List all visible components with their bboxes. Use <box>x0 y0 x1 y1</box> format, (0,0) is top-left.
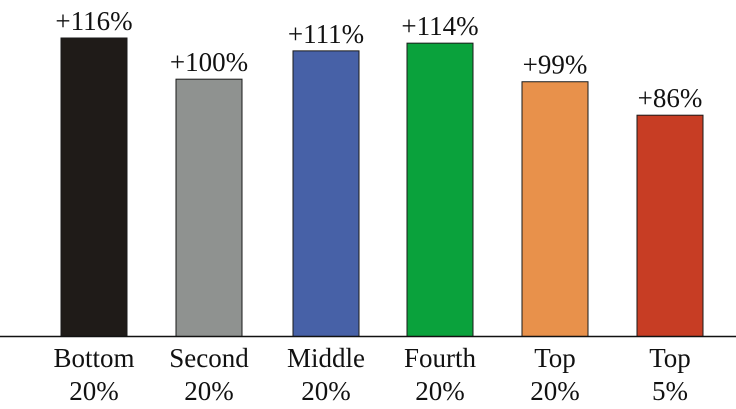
category-label-4-line-2: 20% <box>530 376 580 406</box>
category-label-5-line-2: 5% <box>652 376 688 406</box>
value-label-1: +100% <box>170 47 248 77</box>
category-label-3-line-1: Fourth <box>404 343 477 373</box>
category-label-4-line-1: Top <box>534 343 576 373</box>
value-label-2: +111% <box>288 19 364 49</box>
category-label-1-line-2: 20% <box>184 376 234 406</box>
bars-layer <box>60 37 704 338</box>
category-label-3-line-2: 20% <box>415 376 465 406</box>
bar-1 <box>175 78 243 337</box>
value-labels-layer: +116% +100% +111% +114% +99% +86% <box>55 6 702 113</box>
value-label-3: +114% <box>401 11 478 41</box>
category-label-0-line-1: Bottom <box>53 343 134 373</box>
value-label-5: +86% <box>638 83 703 113</box>
bar-0 <box>60 37 128 337</box>
bar-5 <box>636 114 704 337</box>
value-label-4: +99% <box>523 50 588 80</box>
bar-4 <box>521 81 589 337</box>
category-label-1-line-1: Second <box>169 343 249 373</box>
category-labels-layer: Bottom20%Second20%Middle20%Fourth20%Top2… <box>53 343 690 406</box>
category-label-0-line-2: 20% <box>69 376 119 406</box>
bar-3 <box>406 42 474 338</box>
category-label-5-line-1: Top <box>649 343 691 373</box>
value-label-0: +116% <box>55 6 132 36</box>
category-label-2-line-1: Middle <box>287 343 365 373</box>
category-label-2-line-2: 20% <box>301 376 351 406</box>
bar-2 <box>292 50 360 337</box>
